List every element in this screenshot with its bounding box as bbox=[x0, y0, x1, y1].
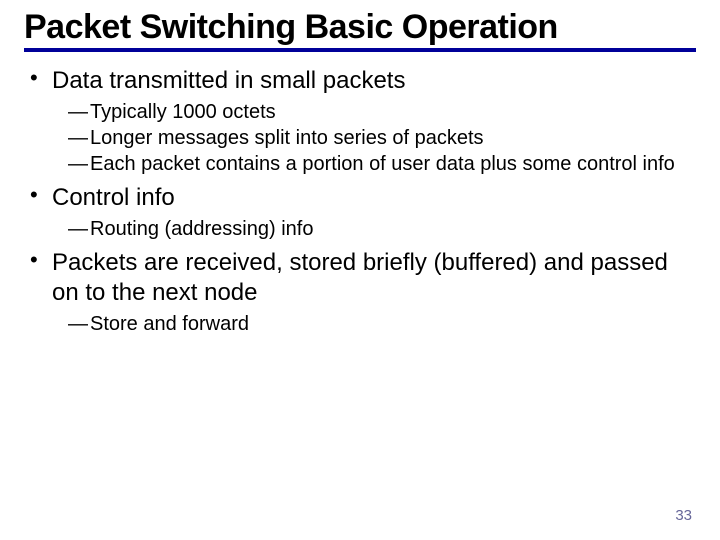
sub-list: Typically 1000 octets Longer messages sp… bbox=[52, 100, 696, 177]
list-item-text: Data transmitted in small packets bbox=[52, 66, 696, 96]
list-item: Control info Routing (addressing) info bbox=[28, 183, 696, 242]
sub-list-item: Store and forward bbox=[68, 312, 696, 337]
title-underline bbox=[24, 48, 696, 52]
list-item-text: Control info bbox=[52, 183, 696, 213]
bullet-list: Data transmitted in small packets Typica… bbox=[24, 66, 696, 337]
list-item: Data transmitted in small packets Typica… bbox=[28, 66, 696, 177]
sub-list: Store and forward bbox=[52, 312, 696, 337]
sub-list-item: Each packet contains a portion of user d… bbox=[68, 152, 696, 177]
list-item: Packets are received, stored briefly (bu… bbox=[28, 248, 696, 337]
sub-list-item: Routing (addressing) info bbox=[68, 217, 696, 242]
page-number: 33 bbox=[675, 507, 692, 524]
list-item-text: Packets are received, stored briefly (bu… bbox=[52, 248, 696, 308]
sub-list-item: Typically 1000 octets bbox=[68, 100, 696, 125]
slide-title: Packet Switching Basic Operation bbox=[24, 10, 696, 46]
slide: Packet Switching Basic Operation Data tr… bbox=[0, 0, 720, 540]
sub-list: Routing (addressing) info bbox=[52, 217, 696, 242]
sub-list-item: Longer messages split into series of pac… bbox=[68, 126, 696, 151]
